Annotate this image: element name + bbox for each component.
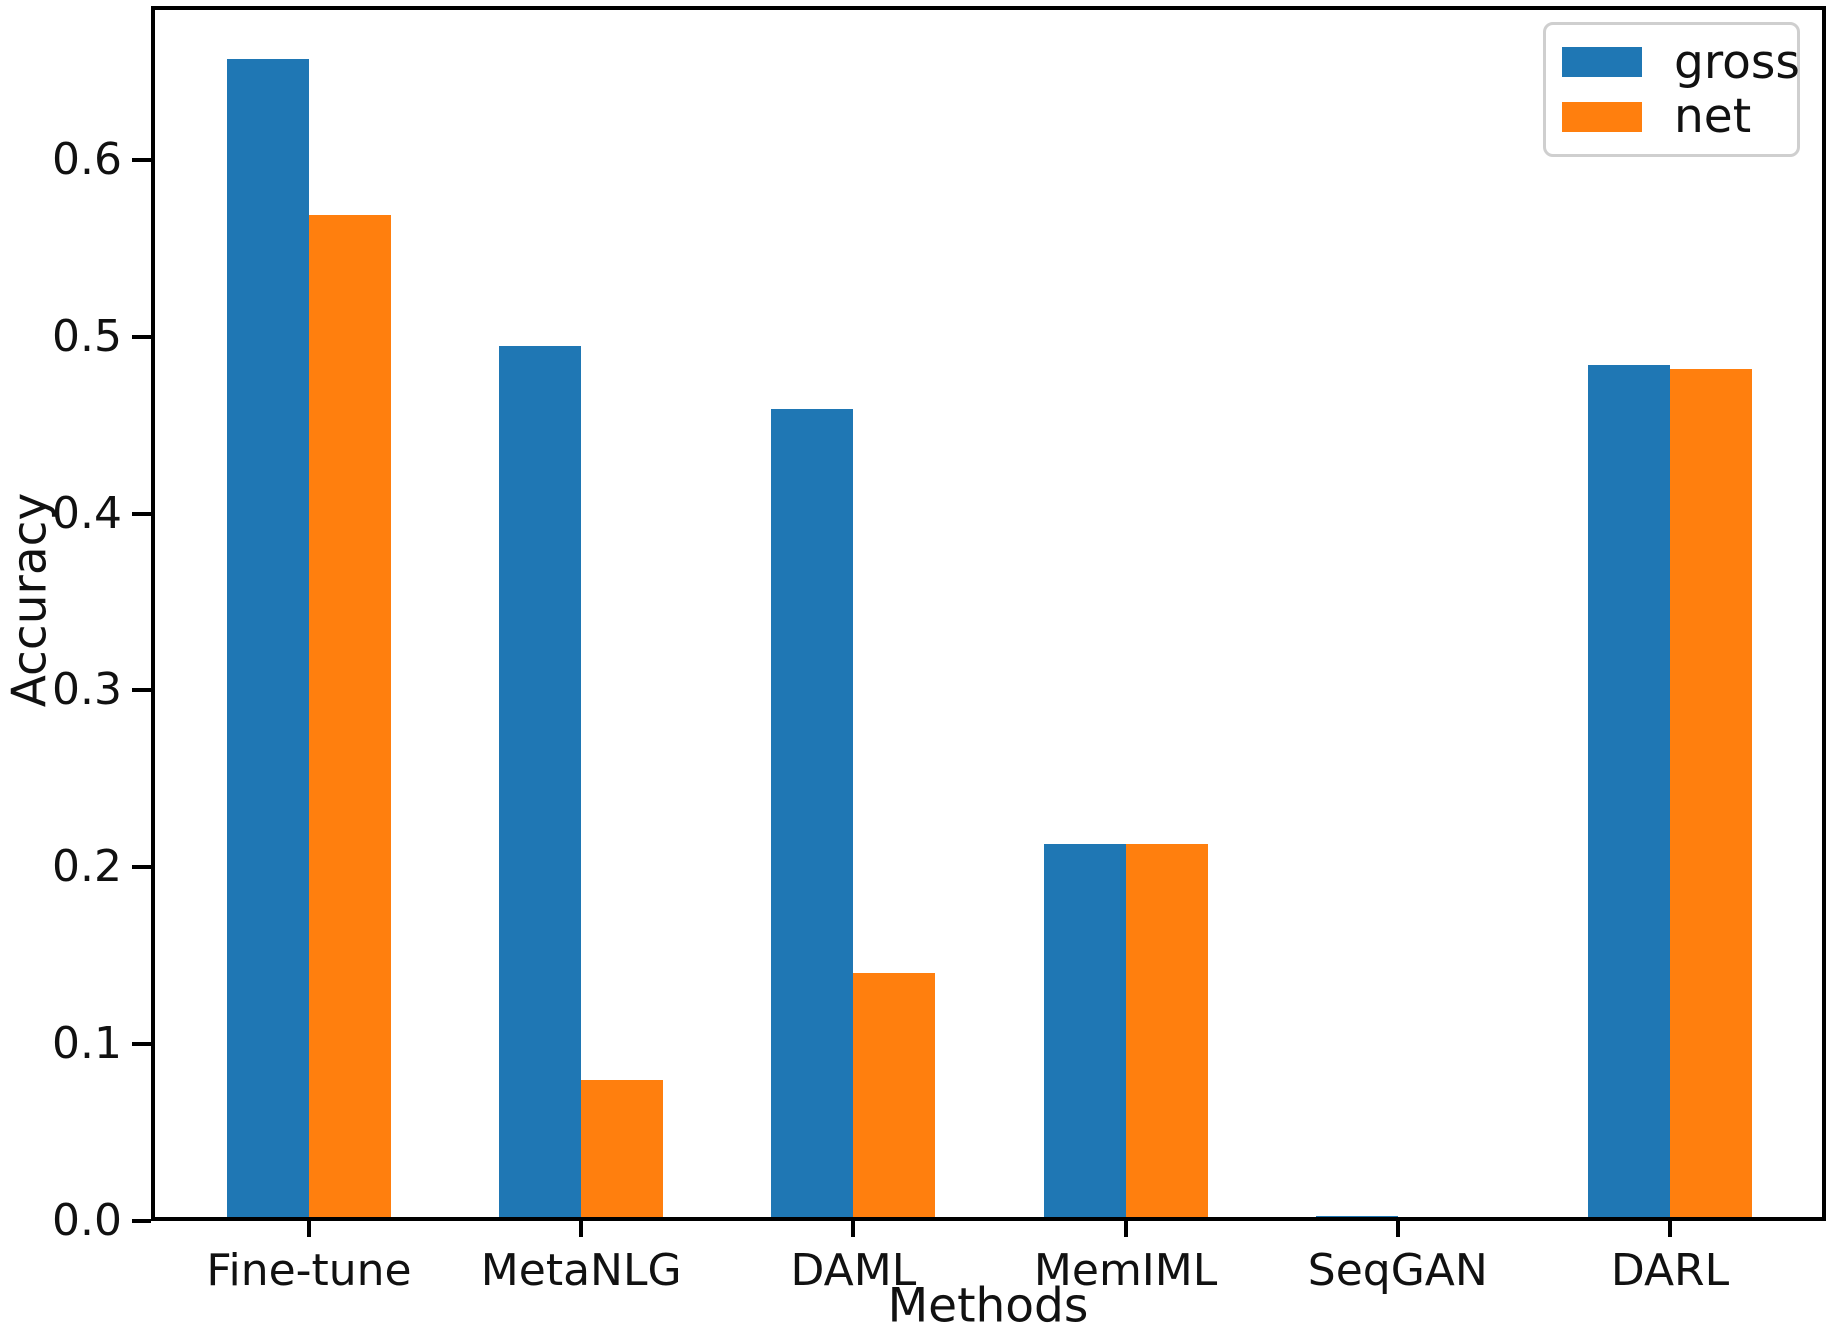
x-tick-mark	[307, 1221, 311, 1237]
bar-net-MemIML	[1125, 844, 1208, 1221]
bar-gross-Fine-tune	[227, 59, 309, 1221]
x-tick-mark	[579, 1221, 584, 1237]
x-tick-label-MetaNLG: MetaNLG	[480, 1245, 682, 1296]
legend-swatch-gross	[1562, 47, 1642, 78]
y-tick-label: 0.1	[52, 1018, 122, 1070]
y-tick-label: 0.4	[52, 487, 122, 539]
y-tick-mark	[132, 688, 151, 693]
x-tick-mark	[851, 1221, 856, 1237]
legend: gross net	[1543, 22, 1800, 157]
y-axis-label: Accuracy	[2, 492, 58, 708]
y-tick-mark	[132, 511, 151, 516]
bar-gross-SeqGAN	[1315, 1215, 1398, 1221]
bar-net-SeqGAN	[1397, 1219, 1480, 1221]
plot-frame	[151, 6, 1826, 1221]
x-tick-label-Fine-tune: Fine-tune	[206, 1245, 412, 1296]
x-tick-label-DARL: DARL	[1610, 1245, 1730, 1296]
y-tick-label: 0.6	[52, 133, 122, 185]
x-tick-mark	[1123, 1221, 1128, 1237]
bar-net-DAML	[853, 973, 936, 1221]
x-tick-label-MemIML: MemIML	[1033, 1245, 1218, 1296]
y-tick-label: 0.0	[52, 1195, 122, 1246]
legend-swatch-net	[1562, 101, 1642, 132]
bar-gross-DAML	[771, 409, 854, 1221]
y-tick-mark	[132, 334, 151, 339]
y-tick-mark	[132, 1219, 151, 1223]
legend-entry-net: net	[1562, 93, 1781, 140]
bar-gross-MemIML	[1043, 844, 1126, 1221]
legend-entry-gross: gross	[1562, 39, 1800, 86]
y-tick-mark	[132, 865, 151, 870]
bar-gross-MetaNLG	[499, 345, 582, 1221]
y-tick-mark	[132, 157, 151, 162]
bar-net-DARL	[1670, 368, 1752, 1221]
legend-label-net: net	[1674, 89, 1752, 145]
y-tick-label: 0.5	[52, 310, 122, 362]
x-tick-label-DAML: DAML	[790, 1245, 917, 1296]
y-tick-mark	[132, 1042, 151, 1047]
x-tick-mark	[1395, 1221, 1400, 1237]
bar-gross-DARL	[1588, 365, 1670, 1221]
legend-label-gross: gross	[1674, 34, 1800, 90]
x-axis-label: Methods	[887, 1278, 1089, 1334]
bar-net-Fine-tune	[309, 214, 391, 1221]
x-tick-label-SeqGAN: SeqGAN	[1307, 1245, 1488, 1296]
y-tick-label: 0.3	[52, 664, 122, 716]
bar-net-MetaNLG	[581, 1079, 664, 1221]
y-tick-label: 0.2	[52, 841, 122, 893]
x-tick-mark	[1668, 1221, 1672, 1237]
